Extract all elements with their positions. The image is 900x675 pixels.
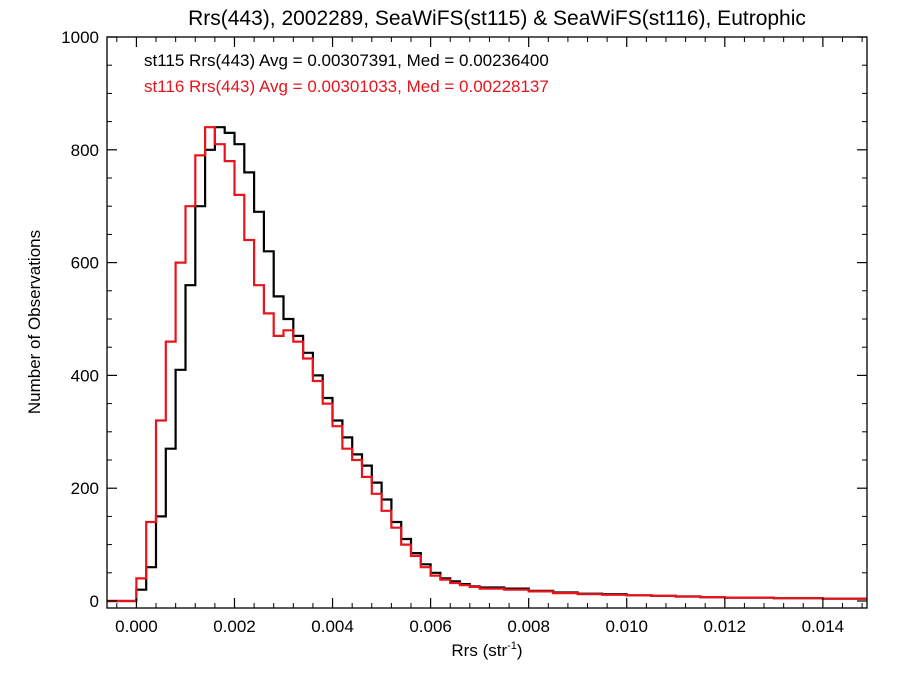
y-axis-label: Number of Observations [25, 230, 44, 414]
series-1-annotation: st115 Rrs(443) Avg = 0.00307391, Med = 0… [144, 51, 549, 70]
x-tick-label: 0.002 [213, 617, 256, 636]
series-1-line [107, 126, 867, 603]
x-axis-label-superscript: -1 [507, 640, 517, 652]
ticks-layer: 0.000 0.002 0.004 0.006 0.008 0.010 0.012 0.014… [61, 28, 867, 636]
y-tick-label: 400 [71, 366, 99, 385]
x-tick-label: 0.010 [605, 617, 648, 636]
y-tick-label: 600 [71, 254, 99, 273]
x-tick-label: 0.004 [311, 617, 354, 636]
y-tick-label: 200 [71, 479, 99, 498]
x-axis-label-main: Rrs (str [451, 641, 507, 660]
series-layer [107, 126, 867, 603]
x-tick-label: 0.006 [409, 617, 452, 636]
x-tick-label: 0.012 [704, 617, 747, 636]
x-axis-label: Rrs (str-1) [451, 640, 522, 660]
plot-frame [106, 36, 868, 609]
y-tick-label: 0 [90, 592, 99, 611]
y-tick-label: 1000 [61, 28, 99, 47]
series-2-line [107, 126, 867, 603]
y-tick-label: 800 [71, 141, 99, 160]
x-tick-label: 0.014 [802, 617, 845, 636]
x-tick-label: 0.000 [115, 617, 158, 636]
series-2-annotation: st116 Rrs(443) Avg = 0.00301033, Med = 0… [144, 77, 549, 96]
x-tick-label: 0.008 [507, 617, 550, 636]
chart-title: Rrs(443), 2002289, SeaWiFS(st115) & SeaW… [188, 7, 806, 30]
x-axis-label-close: ) [517, 641, 523, 660]
